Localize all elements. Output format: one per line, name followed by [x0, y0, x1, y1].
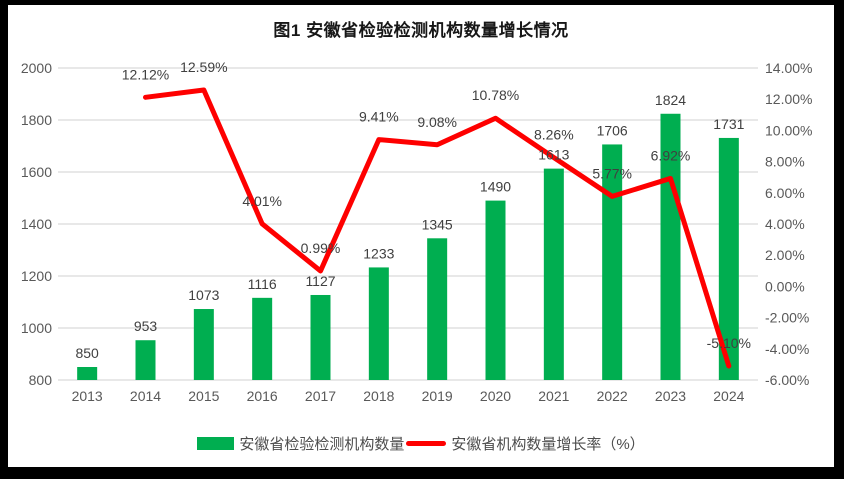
svg-text:2021: 2021	[538, 388, 569, 404]
svg-text:0.00%: 0.00%	[765, 278, 805, 294]
svg-text:1600: 1600	[21, 164, 52, 180]
svg-text:2014: 2014	[130, 388, 161, 404]
svg-text:1490: 1490	[480, 179, 511, 195]
svg-text:1233: 1233	[363, 245, 394, 261]
svg-text:6.92%: 6.92%	[651, 147, 691, 163]
chart-canvas: 图1 安徽省检验检测机构数量增长情况 2000 1800 1600 1400 1200 1…	[8, 5, 834, 467]
svg-text:1345: 1345	[422, 216, 453, 232]
line-series-swatch-icon	[406, 441, 447, 446]
svg-text:800: 800	[29, 372, 53, 388]
svg-text:2.00%: 2.00%	[765, 247, 805, 263]
svg-text:1116: 1116	[248, 276, 277, 292]
svg-text:2017: 2017	[305, 388, 336, 404]
svg-text:-2.00%: -2.00%	[765, 310, 809, 326]
svg-text:2013: 2013	[72, 388, 103, 404]
svg-text:1613: 1613	[538, 147, 569, 163]
svg-text:2020: 2020	[480, 388, 511, 404]
svg-text:8.26%: 8.26%	[534, 127, 574, 143]
svg-text:1200: 1200	[21, 268, 52, 284]
svg-text:2018: 2018	[363, 388, 394, 404]
svg-text:6.00%: 6.00%	[765, 185, 805, 201]
svg-text:2000: 2000	[21, 60, 52, 76]
svg-text:1706: 1706	[597, 122, 628, 138]
svg-text:1731: 1731	[713, 116, 744, 132]
legend-item-bars: 安徽省检验检测机构数量	[197, 433, 404, 454]
svg-text:1127: 1127	[305, 273, 335, 289]
svg-text:14.00%: 14.00%	[765, 60, 812, 76]
svg-text:5.77%: 5.77%	[592, 165, 632, 181]
legend-item-line: 安徽省机构数量增长率（%）	[406, 433, 645, 454]
svg-text:2023: 2023	[655, 388, 686, 404]
svg-text:-5.10%: -5.10%	[707, 335, 751, 351]
svg-text:4.01%: 4.01%	[242, 193, 282, 209]
svg-text:1800: 1800	[21, 112, 52, 128]
bar-series-swatch-icon	[197, 437, 235, 450]
svg-text:2015: 2015	[188, 388, 219, 404]
svg-text:-4.00%: -4.00%	[765, 341, 809, 357]
chart-title: 图1 安徽省检验检测机构数量增长情况	[273, 21, 569, 40]
svg-text:9.41%: 9.41%	[359, 109, 399, 125]
svg-text:1073: 1073	[188, 287, 219, 303]
svg-text:2024: 2024	[713, 388, 744, 404]
svg-text:-6.00%: -6.00%	[765, 372, 809, 388]
svg-text:12.00%: 12.00%	[765, 91, 812, 107]
svg-text:2022: 2022	[597, 388, 628, 404]
svg-text:953: 953	[134, 318, 158, 334]
legend-label-line: 安徽省机构数量增长率（%）	[451, 436, 645, 453]
svg-text:1000: 1000	[21, 320, 52, 336]
legend: 安徽省检验检测机构数量 安徽省机构数量增长率（%）	[8, 433, 834, 454]
svg-text:9.08%: 9.08%	[417, 114, 457, 130]
svg-text:1824: 1824	[655, 92, 686, 108]
svg-text:850: 850	[75, 345, 99, 361]
svg-text:12.59%: 12.59%	[180, 59, 227, 75]
svg-text:12.12%: 12.12%	[122, 66, 169, 82]
svg-text:10.78%: 10.78%	[472, 87, 519, 103]
svg-text:2019: 2019	[422, 388, 453, 404]
svg-text:2016: 2016	[247, 388, 278, 404]
svg-text:10.00%: 10.00%	[765, 122, 812, 138]
svg-text:4.00%: 4.00%	[765, 216, 805, 232]
chart-plot: 2000 1800 1600 1400 1200 1000 800 14.00% 12.00% 1…	[21, 59, 813, 404]
svg-text:0.99%: 0.99%	[301, 240, 341, 256]
svg-text:1400: 1400	[21, 216, 52, 232]
legend-label-bars: 安徽省检验检测机构数量	[239, 436, 405, 453]
svg-text:8.00%: 8.00%	[765, 154, 805, 170]
